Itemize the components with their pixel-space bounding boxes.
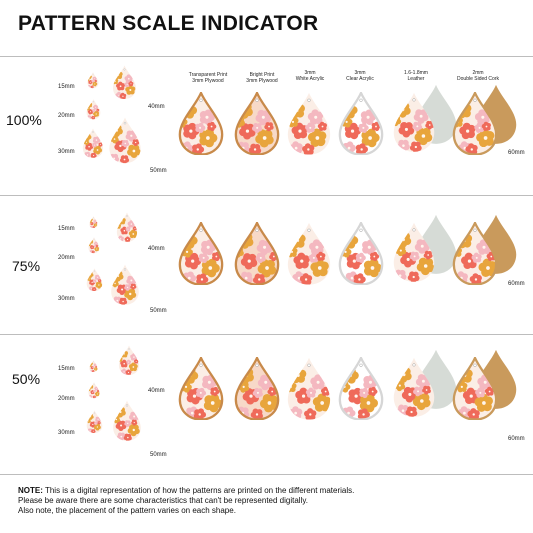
size-label-40mm: 40mm xyxy=(148,246,165,252)
teardrop-earring xyxy=(452,222,498,286)
size-label-40mm: 40mm xyxy=(148,104,165,110)
teardrop-earring xyxy=(287,92,331,155)
material-header-leather: 1.6-1.8mm Leather xyxy=(386,70,446,82)
material-header-line1: Bright Print xyxy=(249,72,275,78)
scale-label-50: 50% xyxy=(12,371,41,387)
material-header-line1: 3mm xyxy=(354,70,366,76)
teardrop-earring xyxy=(118,345,140,375)
teardrop-earring xyxy=(393,222,435,282)
teardrop-earring xyxy=(86,268,103,292)
size-label-60mm: 60mm xyxy=(508,150,525,156)
material-header-transparent: Transparent Print 3mm Plywood xyxy=(178,72,238,84)
footnote-line1: NOTE: This is a digital representation o… xyxy=(18,486,518,496)
note-text-2: Please be aware there are some character… xyxy=(18,496,308,505)
footnote: NOTE: This is a digital representation o… xyxy=(18,486,518,516)
teardrop-earring xyxy=(113,65,136,99)
teardrop-earring xyxy=(86,410,103,434)
teardrop-earring xyxy=(234,222,280,286)
teardrop-earring xyxy=(178,92,224,156)
teardrop-earring xyxy=(452,357,498,421)
note-label: NOTE: xyxy=(18,486,43,495)
scale-label-75: 75% xyxy=(12,258,41,274)
teardrop-earring xyxy=(89,360,98,373)
note-text-1: This is a digital representation of how … xyxy=(44,486,355,495)
material-header-white-acrylic: 3mm White Acrylic xyxy=(280,70,340,82)
material-header-line1: 3mm xyxy=(304,70,316,76)
size-label-15mm: 15mm xyxy=(58,84,75,90)
material-header-line2: White Acrylic xyxy=(295,76,325,82)
teardrop-earring xyxy=(111,264,139,305)
material-header-line1: 1.6-1.8mm xyxy=(404,70,428,76)
material-header-line2: 3mm Plywood xyxy=(246,78,278,84)
teardrop-earring xyxy=(287,222,331,285)
section-divider xyxy=(0,334,533,335)
teardrop-earring xyxy=(113,400,141,441)
page-title: PATTERN SCALE INDICATOR xyxy=(18,12,319,35)
teardrop-earring xyxy=(178,357,224,421)
teardrop-earring xyxy=(86,99,101,120)
note-text-3: Also note, the placement of the pattern … xyxy=(18,506,236,515)
teardrop-earring xyxy=(88,382,100,399)
size-label-20mm: 20mm xyxy=(58,255,75,261)
teardrop-earring xyxy=(393,357,435,417)
section-divider xyxy=(0,474,533,475)
teardrop-earring xyxy=(234,357,280,421)
size-label-15mm: 15mm xyxy=(58,226,75,232)
teardrop-earring xyxy=(393,92,435,152)
material-header-line2: Clear Acrylic xyxy=(346,76,374,82)
section-divider xyxy=(0,195,533,196)
size-label-50mm: 50mm xyxy=(150,308,167,314)
size-label-60mm: 60mm xyxy=(508,281,525,287)
size-label-60mm: 60mm xyxy=(508,436,525,442)
material-header-line1: Transparent Print xyxy=(188,72,228,78)
size-label-40mm: 40mm xyxy=(148,388,165,394)
teardrop-earring xyxy=(89,216,98,229)
size-label-20mm: 20mm xyxy=(58,396,75,402)
scale-label-100: 100% xyxy=(6,112,42,128)
teardrop-earring xyxy=(338,222,384,286)
size-label-30mm: 30mm xyxy=(58,430,75,436)
teardrop-earring xyxy=(82,128,104,158)
teardrop-earring xyxy=(338,357,384,421)
size-label-15mm: 15mm xyxy=(58,366,75,372)
material-header-bright: Bright Print 3mm Plywood xyxy=(232,72,292,84)
teardrop-earring xyxy=(87,72,99,89)
material-header-line2: Double Sided Cork xyxy=(457,76,499,82)
teardrop-earring xyxy=(338,92,384,156)
teardrop-earring xyxy=(452,92,498,156)
size-label-20mm: 20mm xyxy=(58,113,75,119)
size-label-30mm: 30mm xyxy=(58,149,75,155)
teardrop-earring xyxy=(287,357,331,420)
size-label-30mm: 30mm xyxy=(58,296,75,302)
material-header-clear-acrylic: 3mm Clear Acrylic xyxy=(330,70,390,82)
material-header-line1: 2mm xyxy=(472,70,484,76)
section-divider xyxy=(0,56,533,57)
material-header-cork: 2mm Double Sided Cork xyxy=(448,70,508,82)
size-label-50mm: 50mm xyxy=(150,452,167,458)
teardrop-earring xyxy=(109,117,141,164)
teardrop-earring xyxy=(234,92,280,156)
material-header-line2: 3mm Plywood xyxy=(192,78,224,84)
teardrop-earring xyxy=(178,222,224,286)
teardrop-earring xyxy=(88,237,100,254)
material-header-line2: Leather xyxy=(407,76,425,82)
teardrop-earring xyxy=(116,212,138,242)
size-label-50mm: 50mm xyxy=(150,168,167,174)
